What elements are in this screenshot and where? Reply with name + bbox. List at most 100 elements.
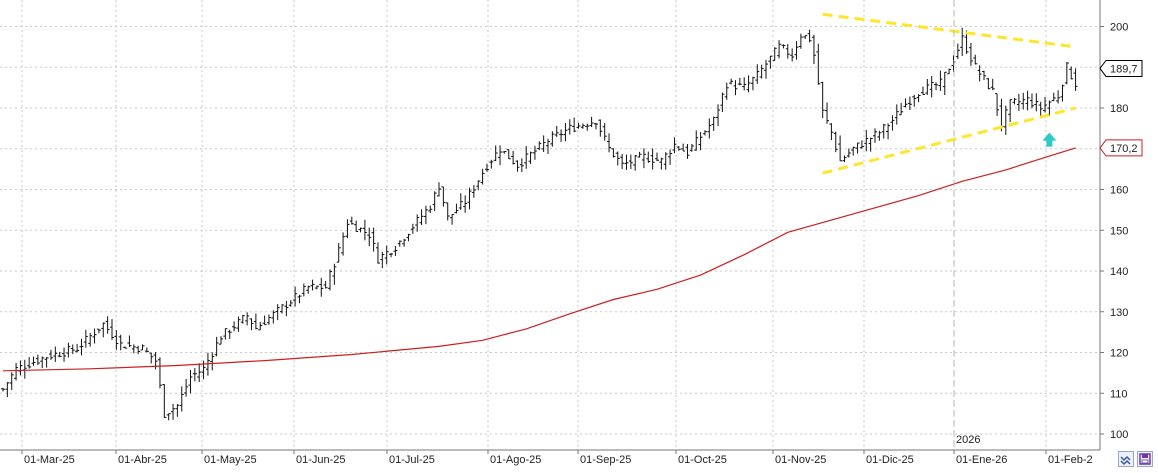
price-bar [781, 44, 786, 49]
price-tag: 189,7 [1099, 59, 1143, 77]
price-bar [75, 343, 80, 353]
price-bar [694, 130, 699, 151]
price-bar [829, 123, 834, 141]
price-bars [1, 27, 1078, 421]
price-bar [598, 119, 603, 137]
price-bar [650, 148, 655, 170]
price-bar [729, 78, 734, 85]
price-bar [968, 42, 973, 66]
price-bar [227, 329, 232, 339]
price-bar [589, 116, 594, 128]
price-bar [1060, 84, 1065, 102]
price-bar [214, 336, 219, 357]
price-bar [149, 352, 154, 364]
price-bar [314, 285, 319, 290]
price-bar [471, 184, 476, 198]
price-bar [96, 328, 101, 334]
price-bar [432, 191, 437, 212]
price-bar [35, 354, 40, 366]
price-bar [328, 269, 332, 291]
price-bar [223, 328, 228, 340]
price-bar [711, 116, 716, 131]
price-bar [245, 312, 250, 326]
price-bar [938, 70, 943, 91]
price-bar [162, 383, 167, 419]
price-bar [502, 150, 507, 154]
x-tick-label: 01-Mar-25 [24, 454, 75, 466]
price-bar [415, 214, 420, 232]
price-bar [345, 219, 350, 239]
y-tick-label: 160 [1110, 185, 1128, 197]
price-bar [877, 130, 882, 141]
price-bar [253, 313, 258, 330]
price-bar [1025, 90, 1030, 111]
price-bar [698, 132, 703, 151]
x-tick-label: 01-Ago-25 [490, 454, 541, 466]
price-bar [628, 154, 633, 170]
price-bar [445, 202, 450, 221]
price-bar [785, 43, 790, 59]
price-bar [973, 54, 978, 65]
price-bar [79, 338, 84, 356]
price-bar [166, 413, 171, 421]
save-icon[interactable] [1137, 451, 1153, 467]
price-bar [88, 332, 93, 347]
x-axis-labels: 01-Mar-25 01-Abr-25 01-May-25 01-Jun-25 01-J… [21, 450, 1093, 466]
price-bar [306, 285, 311, 294]
price-bar [873, 128, 877, 143]
x-tick-label: 01-Ene-26 [956, 454, 1007, 466]
price-bar [546, 138, 550, 154]
price-bar [842, 155, 847, 163]
price-bar [1064, 62, 1069, 85]
price-bar [881, 123, 886, 139]
x-tick-label: 01-Nov-25 [775, 454, 826, 466]
price-bar [807, 29, 812, 43]
price-bar [441, 186, 446, 207]
price-bar [563, 123, 568, 142]
price-bar [681, 143, 686, 152]
price-bar [184, 378, 189, 397]
price-bar [655, 152, 659, 162]
price-bar [990, 78, 995, 91]
price-tag: 170,2 [1099, 139, 1143, 157]
price-bar [1051, 92, 1056, 102]
price-bar [947, 68, 952, 75]
price-bar [746, 75, 751, 93]
price-bar [916, 94, 921, 103]
price-bar [585, 123, 590, 131]
price-bar [467, 187, 472, 210]
y-tick-label: 130 [1110, 307, 1128, 319]
price-bar [602, 123, 607, 141]
price-bar [144, 347, 149, 353]
price-tags: 189,7 170,2 [1099, 59, 1143, 157]
price-bar [262, 315, 267, 326]
price-bar [611, 148, 616, 158]
price-bar [668, 149, 673, 165]
price-bar [733, 80, 738, 96]
price-bar [280, 304, 285, 314]
price-bar [240, 314, 245, 324]
price-bar [515, 160, 520, 172]
zoom-icon[interactable] [1118, 451, 1134, 467]
y-tick-label: 100 [1110, 429, 1128, 441]
price-bar [532, 145, 537, 160]
price-bar [258, 322, 263, 331]
price-tag-box [1099, 59, 1143, 77]
price-bar [454, 203, 459, 214]
price-bar [70, 344, 75, 355]
price-bar [236, 316, 241, 332]
y-tick-label: 110 [1110, 388, 1128, 400]
y-tick-label: 140 [1110, 266, 1128, 278]
price-bar [659, 157, 664, 170]
price-bar [942, 71, 947, 96]
price-bar [131, 344, 136, 354]
price-bar [463, 195, 468, 213]
price-bar [685, 144, 690, 159]
x-tick-label: 01-Dic-25 [866, 454, 914, 466]
price-bar [1012, 97, 1017, 105]
price-bar [53, 346, 58, 362]
price-bar [768, 55, 773, 69]
price-bar [702, 130, 707, 136]
price-bar [423, 205, 428, 225]
price-bar [960, 27, 965, 56]
